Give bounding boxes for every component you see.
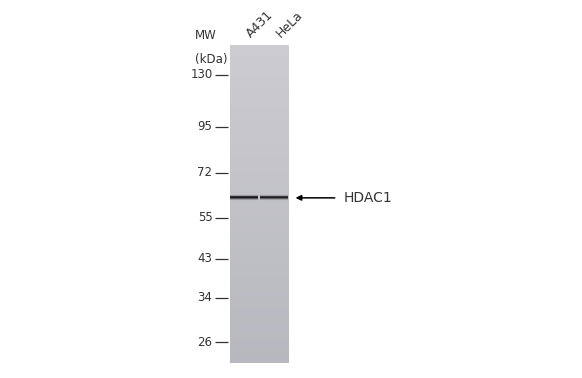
Bar: [260, 199, 288, 200]
Bar: [230, 202, 258, 203]
Bar: [260, 193, 288, 194]
Bar: [230, 193, 258, 194]
Bar: [230, 196, 258, 197]
Bar: [260, 195, 288, 196]
Bar: [260, 202, 288, 203]
Bar: [230, 193, 258, 194]
Bar: [230, 198, 258, 199]
Bar: [260, 196, 288, 197]
Bar: [230, 194, 258, 195]
Bar: [260, 201, 288, 202]
Bar: [230, 201, 258, 202]
Bar: [230, 197, 258, 198]
Bar: [260, 200, 288, 201]
Text: 95: 95: [197, 120, 212, 133]
Bar: [260, 200, 288, 201]
Bar: [260, 193, 288, 194]
Bar: [230, 196, 258, 197]
Bar: [230, 200, 258, 201]
Bar: [230, 197, 258, 198]
Text: 43: 43: [197, 252, 212, 265]
Bar: [230, 199, 258, 200]
Bar: [230, 198, 258, 199]
Bar: [260, 197, 288, 198]
Bar: [260, 199, 288, 200]
Bar: [260, 196, 288, 197]
Text: 34: 34: [197, 291, 212, 304]
Bar: [260, 194, 288, 195]
Bar: [230, 196, 258, 197]
Bar: [260, 196, 288, 197]
Text: MW: MW: [195, 29, 217, 42]
Text: 72: 72: [197, 166, 212, 180]
Bar: [260, 199, 288, 200]
Bar: [260, 202, 288, 203]
Bar: [230, 200, 258, 201]
Bar: [260, 198, 288, 199]
Bar: [260, 195, 288, 196]
Text: A431: A431: [244, 8, 276, 40]
Bar: [230, 193, 258, 194]
Text: (kDa): (kDa): [195, 53, 228, 66]
Bar: [260, 195, 288, 196]
Text: 130: 130: [190, 68, 212, 81]
Bar: [230, 195, 258, 196]
Bar: [260, 197, 288, 198]
Bar: [260, 192, 288, 193]
Bar: [230, 194, 258, 195]
Bar: [260, 193, 288, 194]
Bar: [260, 201, 288, 202]
Bar: [230, 201, 258, 202]
Bar: [230, 192, 258, 193]
Bar: [260, 198, 288, 199]
Bar: [230, 197, 258, 198]
Bar: [260, 197, 288, 198]
Bar: [230, 195, 258, 196]
Bar: [260, 194, 288, 195]
Bar: [230, 198, 258, 199]
Bar: [260, 198, 288, 199]
Text: HeLa: HeLa: [274, 8, 306, 40]
Text: 55: 55: [198, 211, 212, 224]
Bar: [230, 199, 258, 200]
Text: 26: 26: [197, 336, 212, 349]
Text: HDAC1: HDAC1: [343, 191, 392, 205]
Bar: [260, 194, 288, 195]
Bar: [260, 192, 288, 193]
Bar: [230, 192, 258, 193]
Bar: [230, 194, 258, 195]
Bar: [230, 199, 258, 200]
Bar: [230, 195, 258, 196]
Bar: [230, 201, 258, 202]
Bar: [230, 202, 258, 203]
Bar: [260, 201, 288, 202]
